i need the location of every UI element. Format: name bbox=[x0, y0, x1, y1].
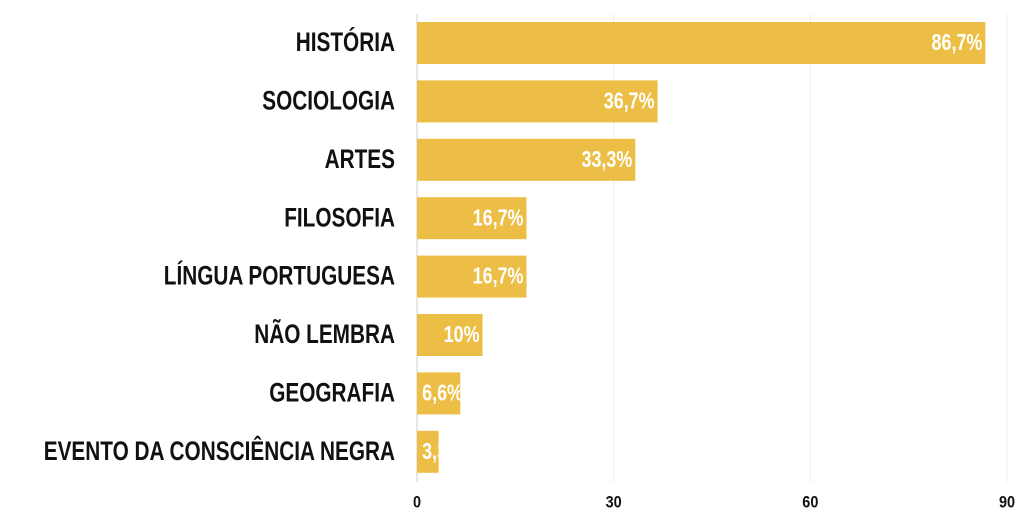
bar bbox=[417, 138, 636, 181]
value-label: 16,7% bbox=[473, 264, 524, 290]
y-tick-label: HISTÓRIA bbox=[296, 26, 395, 57]
bar bbox=[417, 430, 439, 473]
x-tick-label: 60 bbox=[802, 493, 818, 510]
y-tick-label: FILOSOFIA bbox=[284, 203, 395, 233]
bar bbox=[417, 197, 527, 240]
bar bbox=[417, 80, 658, 123]
y-tick-label: GEOGRAFIA bbox=[269, 378, 395, 408]
y-tick-label: NÃO LEMBRA bbox=[254, 318, 395, 349]
bar bbox=[417, 372, 461, 415]
value-label: 86,7% bbox=[932, 30, 983, 56]
y-tick-label: EVENTO DA CONSCIÊNCIA NEGRA bbox=[44, 435, 395, 466]
value-label: 16,7% bbox=[473, 205, 524, 231]
x-tick-label: 0 bbox=[413, 493, 421, 510]
bar bbox=[417, 22, 986, 64]
y-tick-label: SOCIOLOGIA bbox=[262, 86, 395, 116]
y-tick-label: ARTES bbox=[325, 144, 395, 174]
value-label: 10% bbox=[444, 322, 480, 348]
bar bbox=[417, 255, 527, 298]
value-label: 36,7% bbox=[604, 88, 655, 114]
x-tick-label: 90 bbox=[999, 493, 1015, 510]
bar bbox=[417, 314, 483, 356]
value-label: 33,3% bbox=[581, 147, 632, 173]
value-label: 6,6% bbox=[422, 380, 463, 406]
value-label: 3,3% bbox=[422, 439, 463, 465]
y-tick-label: LÍNGUA PORTUGUESA bbox=[164, 260, 395, 291]
x-tick-label: 30 bbox=[606, 493, 622, 510]
